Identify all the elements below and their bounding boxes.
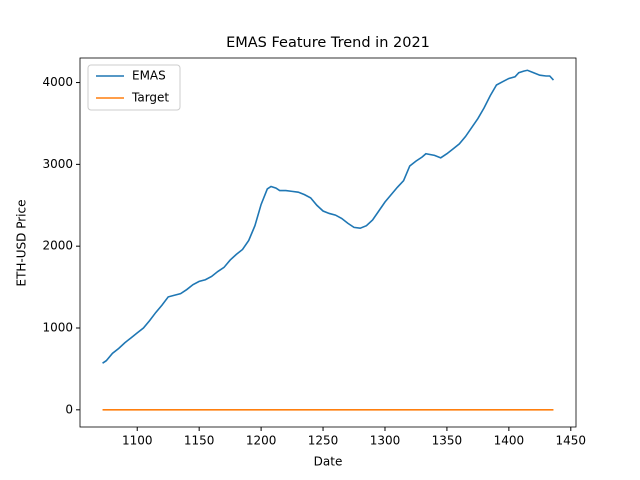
- x-tick-label: 1400: [494, 434, 525, 448]
- x-tick-label: 1450: [556, 434, 587, 448]
- x-tick-label: 1200: [246, 434, 277, 448]
- x-axis-label: Date: [314, 455, 343, 469]
- x-tick-label: 1350: [432, 434, 463, 448]
- y-tick-label: 0: [65, 402, 73, 416]
- y-tick-label: 2000: [42, 239, 73, 253]
- y-tick-label: 4000: [42, 75, 73, 89]
- x-tick-label: 1100: [122, 434, 153, 448]
- y-tick-label: 1000: [42, 321, 73, 335]
- series-line: [102, 69, 555, 364]
- x-tick-label: 1250: [308, 434, 339, 448]
- chart-title: EMAS Feature Trend in 2021: [226, 35, 430, 51]
- y-tick-label: 3000: [42, 157, 73, 171]
- legend-label: EMAS: [132, 69, 166, 83]
- legend-label: Target: [131, 91, 169, 105]
- x-tick-label: 1150: [184, 434, 215, 448]
- plot-frame: [79, 57, 577, 428]
- y-axis-label: ETH-USD Price: [15, 200, 29, 287]
- x-tick-label: 1300: [370, 434, 401, 448]
